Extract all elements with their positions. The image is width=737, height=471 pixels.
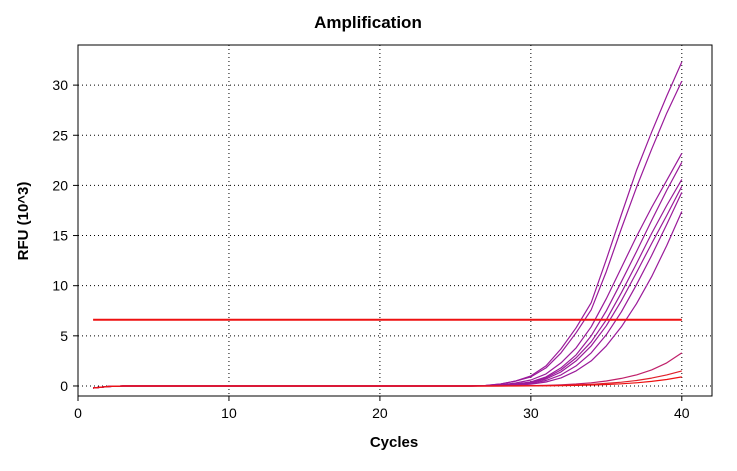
x-tick-label: 20 [372, 405, 388, 421]
series-layer [93, 61, 683, 389]
x-axis-label: Cycles [370, 434, 418, 451]
y-tick-label: 15 [52, 228, 68, 244]
amplification-curve-11 [93, 376, 682, 389]
x-tick-label: 30 [523, 405, 539, 421]
axis-layer: 0 10 20 30 40 0 5 10 15 20 25 30 [52, 77, 689, 421]
y-tick-label: 10 [52, 278, 68, 294]
y-tick-label: 5 [60, 328, 68, 344]
y-axis-label: RFU (10^3) [15, 182, 32, 261]
x-tick-label: 40 [674, 405, 690, 421]
x-tick-label: 0 [74, 405, 82, 421]
x-tick-label: 10 [221, 405, 237, 421]
y-tick-label: 25 [52, 127, 68, 143]
chart-title: Amplification [314, 13, 422, 32]
y-tick-label: 20 [52, 177, 68, 193]
y-tick-label: 30 [52, 77, 68, 93]
y-tick-label: 0 [60, 378, 68, 394]
plot-frame [77, 44, 713, 397]
